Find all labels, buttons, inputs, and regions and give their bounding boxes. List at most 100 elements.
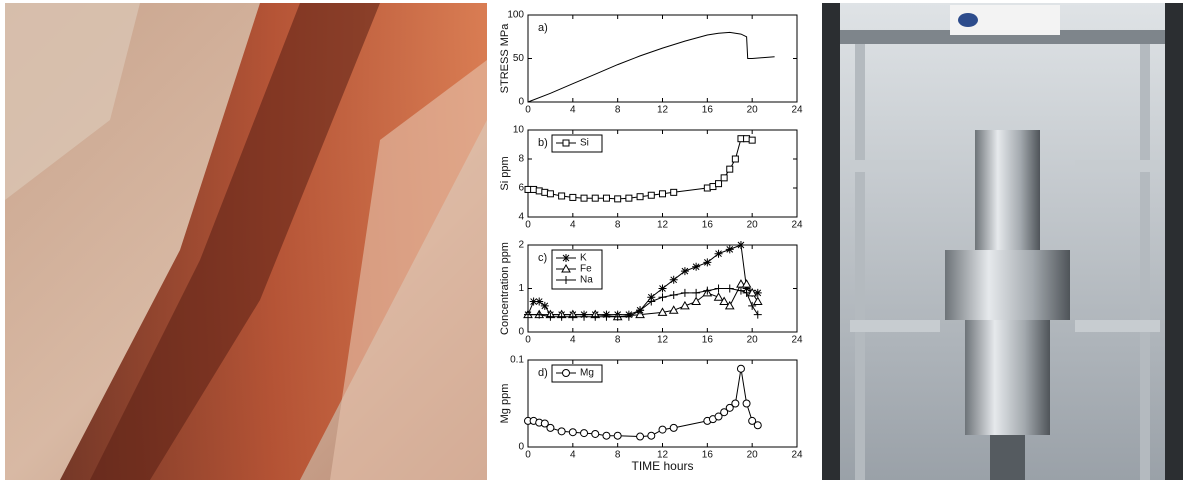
panel-label: c) [538, 252, 547, 264]
marker [531, 186, 537, 192]
y-tick-label: 4 [518, 212, 524, 223]
marker [716, 181, 722, 187]
marker [749, 137, 755, 143]
x-tick-label: 20 [747, 105, 759, 116]
x-tick-label: 12 [657, 335, 669, 346]
legend-marker [563, 370, 570, 377]
marker [626, 195, 632, 201]
legend-label: Si [580, 138, 589, 149]
marker [659, 426, 666, 433]
marker [692, 263, 700, 271]
y-axis-label: Concentration ppm [499, 242, 511, 335]
x-tick-label: 0 [525, 105, 531, 116]
y-tick-label: 0 [518, 442, 524, 453]
y-axis-label: Si ppm [499, 156, 511, 190]
y-tick-label: 0 [518, 327, 524, 338]
y-tick-label: 100 [507, 10, 524, 21]
marker [710, 184, 716, 190]
x-tick-label: 12 [657, 220, 669, 231]
y-tick-label: 50 [513, 53, 525, 64]
x-tick-label: 20 [747, 450, 759, 461]
y-tick-label: 8 [518, 154, 524, 165]
marker [547, 191, 553, 197]
panel-label: b) [538, 137, 548, 149]
marker [581, 430, 588, 437]
rock-photo [5, 3, 487, 480]
panel-label: d) [538, 367, 548, 379]
x-tick-label: 24 [791, 335, 803, 346]
y-axis-label: STRESS MPa [499, 23, 511, 94]
legend-label: Fe [580, 264, 592, 275]
marker [637, 194, 643, 200]
x-tick-label: 24 [791, 105, 803, 116]
x-tick-label: 24 [791, 220, 803, 231]
legend-marker [563, 140, 569, 146]
y-tick-label: 0.1 [510, 355, 524, 366]
marker [614, 432, 621, 439]
y-tick-label: 2 [518, 240, 524, 251]
legend-label: K [580, 253, 587, 264]
marker [592, 430, 599, 437]
marker [703, 258, 711, 266]
marker [648, 192, 654, 198]
y-tick-label: 1 [518, 283, 524, 294]
x-tick-label: 12 [657, 105, 669, 116]
marker [542, 189, 548, 195]
panel-label: a) [538, 22, 548, 34]
figure: 04812162024050100STRESS MPaa)04812162024… [0, 0, 1186, 483]
legend-marker [562, 254, 570, 262]
marker [737, 365, 744, 372]
x-tick-label: 4 [570, 105, 576, 116]
marker [603, 432, 610, 439]
x-tick-label: 24 [791, 450, 803, 461]
marker [547, 424, 554, 431]
marker [737, 241, 745, 249]
marker [592, 195, 598, 201]
marker [732, 400, 739, 407]
marker [754, 422, 761, 429]
marker [727, 166, 733, 172]
marker [670, 276, 678, 284]
marker [671, 189, 677, 195]
marker [659, 285, 667, 293]
x-tick-label: 16 [702, 450, 714, 461]
marker [615, 196, 621, 202]
x-tick-label: 16 [702, 105, 714, 116]
lab-photo [822, 3, 1183, 480]
marker [715, 250, 723, 258]
marker [743, 400, 750, 407]
x-tick-label: 16 [702, 220, 714, 231]
marker [603, 195, 609, 201]
marker [536, 188, 542, 194]
marker [681, 267, 689, 275]
x-tick-label: 0 [525, 335, 531, 346]
y-tick-label: 0 [518, 97, 524, 108]
legend-label: Mg [580, 368, 594, 379]
x-axis-label: TIME hours [631, 459, 693, 473]
marker [660, 191, 666, 197]
x-tick-label: 8 [615, 450, 621, 461]
x-tick-label: 0 [525, 220, 531, 231]
marker [558, 428, 565, 435]
y-tick-label: 6 [518, 183, 524, 194]
marker [670, 424, 677, 431]
x-tick-label: 8 [615, 220, 621, 231]
marker [535, 298, 543, 306]
x-tick-label: 4 [570, 450, 576, 461]
x-tick-label: 20 [747, 335, 759, 346]
marker [744, 136, 750, 142]
x-tick-label: 8 [615, 335, 621, 346]
x-tick-label: 8 [615, 105, 621, 116]
marker [559, 193, 565, 199]
marker [541, 302, 549, 310]
y-tick-label: 10 [513, 125, 525, 136]
x-tick-label: 0 [525, 450, 531, 461]
marker [738, 136, 744, 142]
marker [726, 245, 734, 253]
marker [569, 429, 576, 436]
y-axis-label: Mg ppm [499, 384, 511, 424]
x-tick-label: 4 [570, 335, 576, 346]
marker [570, 194, 576, 200]
marker [637, 433, 644, 440]
marker [581, 195, 587, 201]
